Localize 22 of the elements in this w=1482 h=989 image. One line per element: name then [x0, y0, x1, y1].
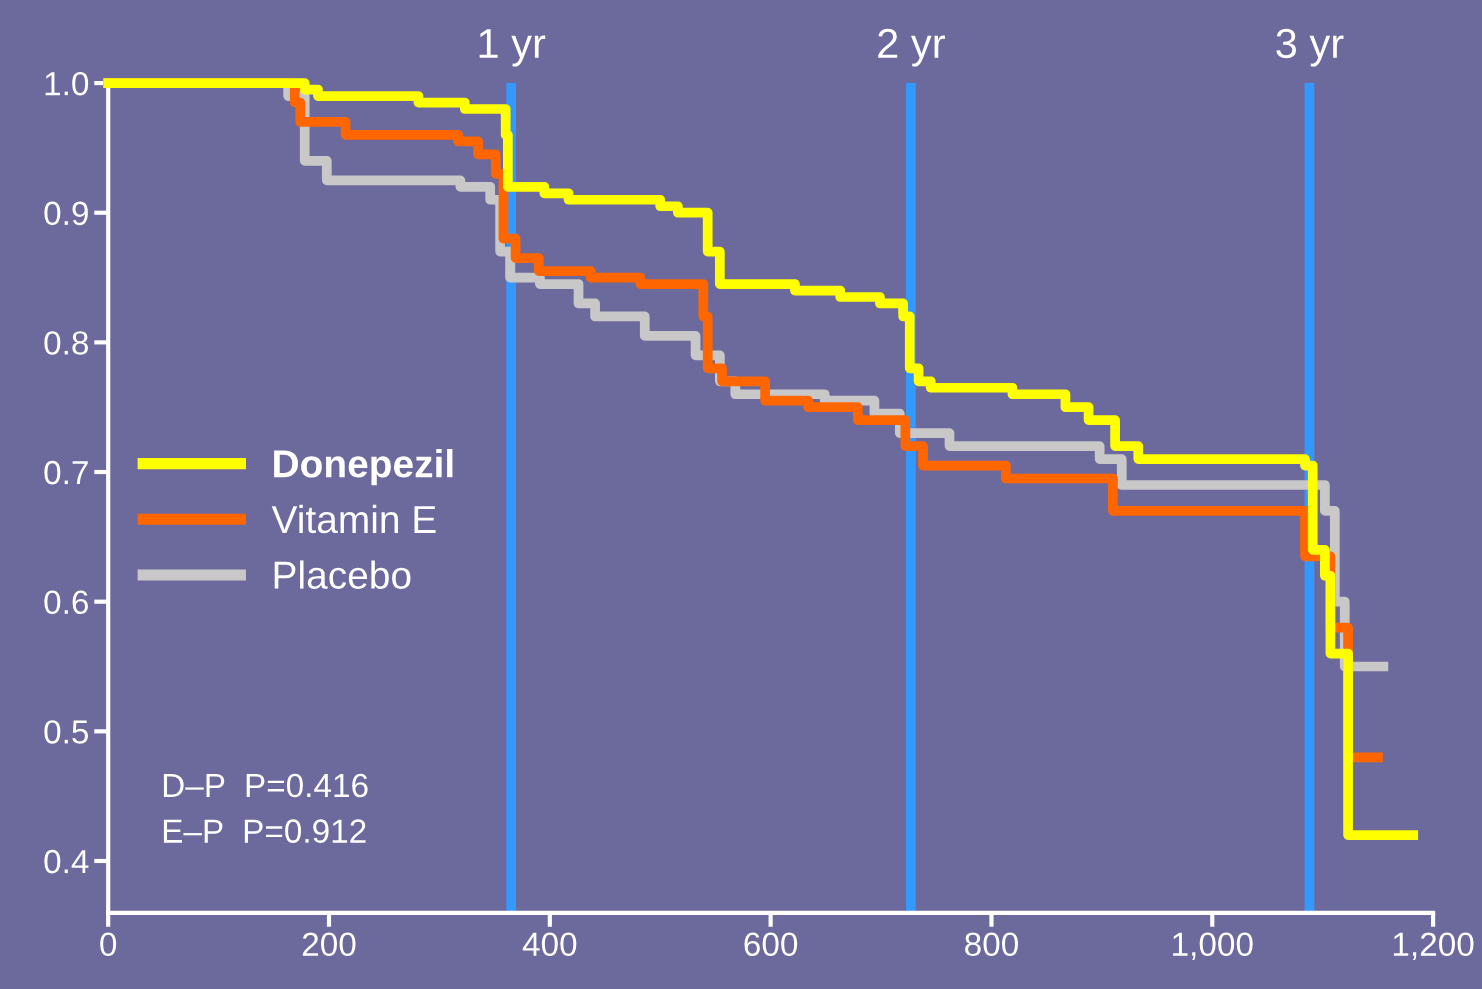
legend-label: Donepezil [274, 449, 453, 486]
y-tick-label: 0.9 [44, 201, 88, 226]
x-tick-label: 800 [965, 932, 1018, 957]
annotation: E–P P=0.912 [163, 819, 366, 843]
legend-label: Vitamin E [271, 504, 436, 534]
x-tick-label: 1,200 [1393, 932, 1474, 961]
y-tick-label: 0.6 [44, 590, 88, 615]
y-tick-label: 0.5 [44, 720, 89, 744]
annotation: D–P P=0.416 [163, 773, 368, 798]
y-tick-label: 0.8 [44, 331, 88, 355]
x-tick-label: 0 [100, 932, 117, 957]
ref-line-label: 1 yr [479, 29, 546, 67]
x-tick-label: 600 [744, 932, 798, 957]
x-tick-label: 200 [302, 932, 356, 957]
x-tick-label: 400 [522, 932, 577, 957]
y-tick-label: 1.0 [45, 71, 89, 96]
x-tick-label: 1,000 [1173, 932, 1253, 961]
y-tick-label: 0.7 [44, 460, 88, 485]
y-tick-label: 0.4 [44, 849, 89, 874]
legend-label: Placebo [274, 560, 411, 589]
ref-line-label: 2 yr [878, 28, 945, 67]
ref-line-label: 3 yr [1276, 28, 1344, 67]
